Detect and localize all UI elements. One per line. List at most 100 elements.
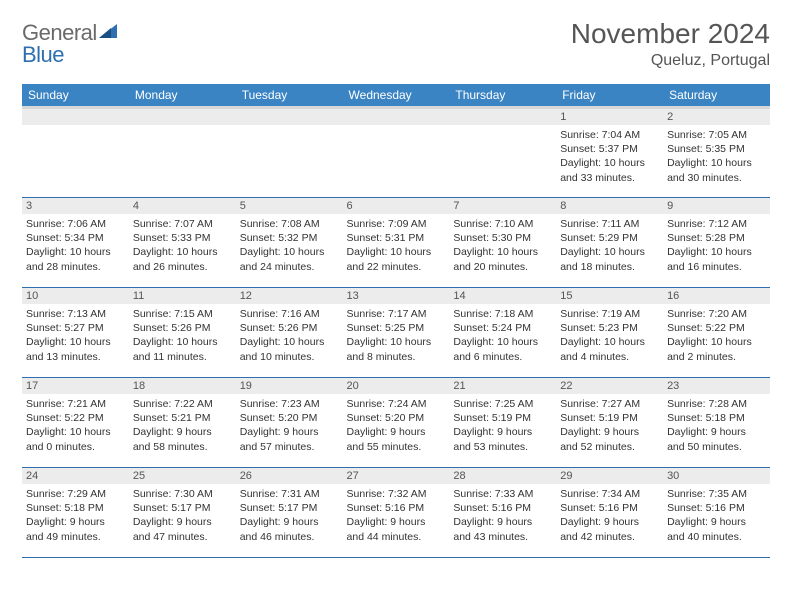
sunrise-text: Sunrise: 7:07 AM — [133, 217, 232, 231]
day-number: 18 — [129, 378, 236, 394]
sunrise-text: Sunrise: 7:05 AM — [667, 128, 766, 142]
day-number: 2 — [663, 109, 770, 125]
sunrise-text: Sunrise: 7:16 AM — [240, 307, 339, 321]
calendar-day-cell — [343, 108, 450, 198]
sunset-text: Sunset: 5:31 PM — [347, 231, 446, 245]
page-title: November 2024 — [571, 18, 770, 50]
sunset-text: Sunset: 5:16 PM — [667, 501, 766, 515]
daylight-text: Daylight: 10 hours and 10 minutes. — [240, 335, 339, 363]
day-details: Sunrise: 7:08 AMSunset: 5:32 PMDaylight:… — [236, 214, 343, 278]
calendar-day-cell: 28Sunrise: 7:33 AMSunset: 5:16 PMDayligh… — [449, 468, 556, 558]
sunset-text: Sunset: 5:37 PM — [560, 142, 659, 156]
day-details: Sunrise: 7:35 AMSunset: 5:16 PMDaylight:… — [663, 484, 770, 548]
calendar-day-cell: 14Sunrise: 7:18 AMSunset: 5:24 PMDayligh… — [449, 288, 556, 378]
day-number: 25 — [129, 468, 236, 484]
sunset-text: Sunset: 5:16 PM — [347, 501, 446, 515]
sunset-text: Sunset: 5:17 PM — [133, 501, 232, 515]
sunrise-text: Sunrise: 7:34 AM — [560, 487, 659, 501]
daylight-text: Daylight: 9 hours and 49 minutes. — [26, 515, 125, 543]
sunrise-text: Sunrise: 7:15 AM — [133, 307, 232, 321]
calendar-table: Sunday Monday Tuesday Wednesday Thursday… — [22, 84, 770, 558]
day-number: 30 — [663, 468, 770, 484]
sunset-text: Sunset: 5:22 PM — [26, 411, 125, 425]
day-number — [129, 109, 236, 125]
day-number: 22 — [556, 378, 663, 394]
day-number: 6 — [343, 198, 450, 214]
daylight-text: Daylight: 9 hours and 55 minutes. — [347, 425, 446, 453]
daylight-text: Daylight: 9 hours and 42 minutes. — [560, 515, 659, 543]
day-details: Sunrise: 7:30 AMSunset: 5:17 PMDaylight:… — [129, 484, 236, 548]
calendar-day-cell: 5Sunrise: 7:08 AMSunset: 5:32 PMDaylight… — [236, 198, 343, 288]
day-number: 8 — [556, 198, 663, 214]
sunrise-text: Sunrise: 7:24 AM — [347, 397, 446, 411]
logo-sail-icon — [99, 24, 119, 40]
sunrise-text: Sunrise: 7:33 AM — [453, 487, 552, 501]
sunrise-text: Sunrise: 7:10 AM — [453, 217, 552, 231]
calendar-day-cell: 2 Sunrise: 7:05 AMSunset: 5:35 PMDaylight… — [663, 108, 770, 198]
day-details: Sunrise: 7:06 AMSunset: 5:34 PMDaylight:… — [22, 214, 129, 278]
sunrise-text: Sunrise: 7:23 AM — [240, 397, 339, 411]
sunrise-text: Sunrise: 7:09 AM — [347, 217, 446, 231]
calendar-day-cell: 17Sunrise: 7:21 AMSunset: 5:22 PMDayligh… — [22, 378, 129, 468]
calendar-day-cell: 16Sunrise: 7:20 AMSunset: 5:22 PMDayligh… — [663, 288, 770, 378]
day-number: 21 — [449, 378, 556, 394]
day-details: Sunrise: 7:21 AMSunset: 5:22 PMDaylight:… — [22, 394, 129, 458]
day-header-row: Sunday Monday Tuesday Wednesday Thursday… — [22, 84, 770, 108]
sunset-text: Sunset: 5:17 PM — [240, 501, 339, 515]
sunrise-text: Sunrise: 7:27 AM — [560, 397, 659, 411]
calendar-day-cell: 25Sunrise: 7:30 AMSunset: 5:17 PMDayligh… — [129, 468, 236, 558]
day-details: Sunrise: 7:29 AMSunset: 5:18 PMDaylight:… — [22, 484, 129, 548]
daylight-text: Daylight: 10 hours and 0 minutes. — [26, 425, 125, 453]
day-details: Sunrise: 7:31 AMSunset: 5:17 PMDaylight:… — [236, 484, 343, 548]
daylight-text: Daylight: 10 hours and 18 minutes. — [560, 245, 659, 273]
calendar-day-cell: 15Sunrise: 7:19 AMSunset: 5:23 PMDayligh… — [556, 288, 663, 378]
sunset-text: Sunset: 5:19 PM — [560, 411, 659, 425]
sunrise-text: Sunrise: 7:04 AM — [560, 128, 659, 142]
daylight-text: Daylight: 10 hours and 16 minutes. — [667, 245, 766, 273]
day-number: 1 — [556, 109, 663, 125]
day-number: 4 — [129, 198, 236, 214]
sunset-text: Sunset: 5:26 PM — [133, 321, 232, 335]
daylight-text: Daylight: 10 hours and 30 minutes. — [667, 156, 766, 184]
daylight-text: Daylight: 10 hours and 4 minutes. — [560, 335, 659, 363]
day-header: Friday — [556, 84, 663, 108]
calendar-day-cell: 24Sunrise: 7:29 AMSunset: 5:18 PMDayligh… — [22, 468, 129, 558]
sunset-text: Sunset: 5:35 PM — [667, 142, 766, 156]
sunrise-text: Sunrise: 7:13 AM — [26, 307, 125, 321]
calendar-day-cell: 12Sunrise: 7:16 AMSunset: 5:26 PMDayligh… — [236, 288, 343, 378]
calendar-day-cell: 30Sunrise: 7:35 AMSunset: 5:16 PMDayligh… — [663, 468, 770, 558]
sunset-text: Sunset: 5:23 PM — [560, 321, 659, 335]
daylight-text: Daylight: 10 hours and 2 minutes. — [667, 335, 766, 363]
sunset-text: Sunset: 5:20 PM — [240, 411, 339, 425]
sunset-text: Sunset: 5:20 PM — [347, 411, 446, 425]
daylight-text: Daylight: 9 hours and 50 minutes. — [667, 425, 766, 453]
logo-text: General Blue — [22, 22, 119, 66]
calendar-week-row: 10Sunrise: 7:13 AMSunset: 5:27 PMDayligh… — [22, 288, 770, 378]
calendar-day-cell: 11Sunrise: 7:15 AMSunset: 5:26 PMDayligh… — [129, 288, 236, 378]
calendar-day-cell: 29 Sunrise: 7:34 AMSunset: 5:16 PMDayligh… — [556, 468, 663, 558]
sunset-text: Sunset: 5:19 PM — [453, 411, 552, 425]
calendar-day-cell — [129, 108, 236, 198]
sunset-text: Sunset: 5:25 PM — [347, 321, 446, 335]
sunset-text: Sunset: 5:26 PM — [240, 321, 339, 335]
daylight-text: Daylight: 9 hours and 44 minutes. — [347, 515, 446, 543]
day-details: Sunrise: 7:17 AMSunset: 5:25 PMDaylight:… — [343, 304, 450, 368]
daylight-text: Daylight: 9 hours and 46 minutes. — [240, 515, 339, 543]
sunset-text: Sunset: 5:28 PM — [667, 231, 766, 245]
sunrise-text: Sunrise: 7:22 AM — [133, 397, 232, 411]
day-number: 26 — [236, 468, 343, 484]
daylight-text: Daylight: 10 hours and 8 minutes. — [347, 335, 446, 363]
location-subtitle: Queluz, Portugal — [571, 52, 770, 70]
sunset-text: Sunset: 5:29 PM — [560, 231, 659, 245]
day-details: Sunrise: 7:19 AMSunset: 5:23 PMDaylight:… — [556, 304, 663, 368]
daylight-text: Daylight: 10 hours and 33 minutes. — [560, 156, 659, 184]
day-number: 29 — [556, 468, 663, 484]
calendar-day-cell: 20Sunrise: 7:24 AMSunset: 5:20 PMDayligh… — [343, 378, 450, 468]
sunset-text: Sunset: 5:16 PM — [453, 501, 552, 515]
day-number: 28 — [449, 468, 556, 484]
calendar-day-cell: 7Sunrise: 7:10 AMSunset: 5:30 PMDaylight… — [449, 198, 556, 288]
sunset-text: Sunset: 5:16 PM — [560, 501, 659, 515]
sunrise-text: Sunrise: 7:19 AM — [560, 307, 659, 321]
day-details: Sunrise: 7:16 AMSunset: 5:26 PMDaylight:… — [236, 304, 343, 368]
day-number: 19 — [236, 378, 343, 394]
